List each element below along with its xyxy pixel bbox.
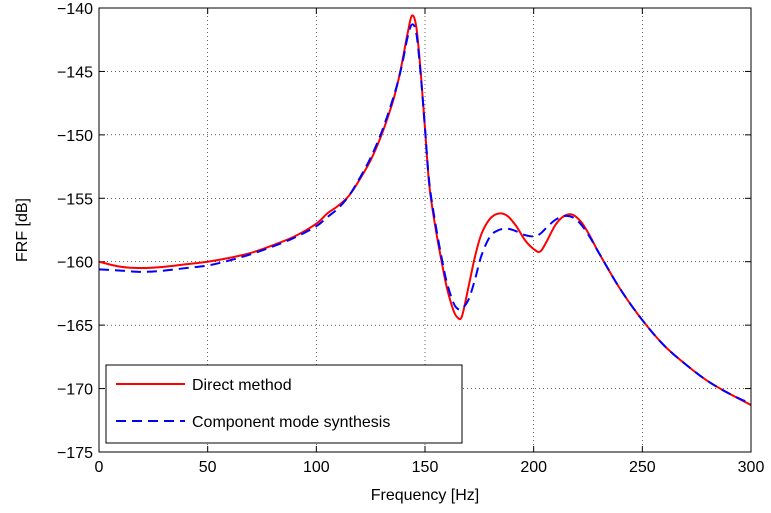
x-tick-label: 300 [738, 459, 765, 476]
legend-label-direct: Direct method [192, 377, 292, 394]
y-tick-label: −175 [57, 445, 93, 462]
y-tick-label: −150 [57, 128, 93, 145]
x-tick-labels: 0 50 100 150 200 250 300 [95, 459, 765, 476]
x-tick-label: 0 [95, 459, 104, 476]
legend: Direct method Component mode synthesis [105, 364, 463, 444]
y-tick-label: −155 [57, 191, 93, 208]
y-tick-label: −165 [57, 318, 93, 335]
x-tick-label: 100 [303, 459, 330, 476]
series-group [99, 14, 751, 406]
y-tick-label: −145 [57, 64, 93, 81]
y-tick-labels: −175 −170 −165 −160 −155 −150 −145 −140 [57, 1, 93, 462]
x-tick-label: 200 [520, 459, 547, 476]
x-tick-label: 250 [629, 459, 656, 476]
y-axis-label: FRF [dB] [14, 198, 31, 262]
legend-label-cms: Component mode synthesis [192, 414, 390, 431]
legend-box [105, 364, 463, 444]
plot-frame [98, 7, 752, 453]
series-line-component-mode-synthesis [99, 23, 751, 405]
x-tick-label: 50 [199, 459, 217, 476]
y-tick-label: −140 [57, 1, 93, 18]
y-tick-label: −160 [57, 255, 93, 272]
x-axis-label: Frequency [Hz] [371, 487, 479, 504]
x-tick-label: 150 [412, 459, 439, 476]
y-tick-label: −170 [57, 382, 93, 399]
